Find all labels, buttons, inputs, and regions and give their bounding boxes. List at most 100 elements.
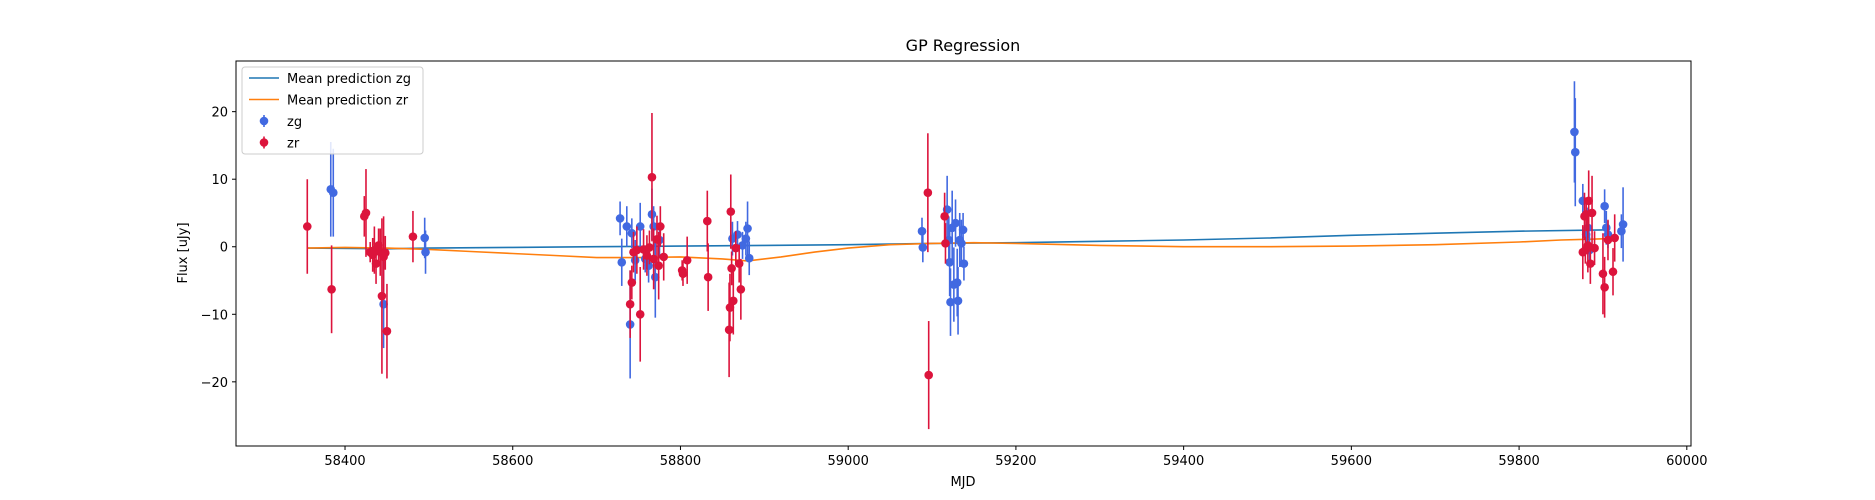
zr-marker bbox=[382, 326, 392, 336]
y-axis-label: Flux [uJy] bbox=[176, 222, 191, 283]
zg-marker bbox=[622, 222, 632, 231]
legend-marker-zr bbox=[259, 138, 269, 147]
zg-marker bbox=[743, 224, 752, 233]
zg-marker bbox=[952, 278, 962, 287]
zg-marker bbox=[420, 233, 429, 243]
zg-point-7 bbox=[622, 206, 632, 247]
plot-frame bbox=[235, 60, 1692, 447]
zr-point-30 bbox=[678, 261, 688, 286]
zr-marker bbox=[726, 207, 736, 216]
zg-marker bbox=[421, 247, 430, 257]
zr-marker bbox=[1600, 282, 1609, 292]
x-tick-label-58600: 58600 bbox=[492, 454, 533, 469]
zg-point-4 bbox=[421, 230, 430, 274]
x-axis-label: MJD bbox=[950, 475, 975, 490]
zr-point-57 bbox=[1603, 219, 1613, 261]
zr-marker bbox=[724, 325, 734, 335]
zg-point-11 bbox=[635, 202, 645, 251]
zr-marker bbox=[627, 278, 637, 287]
zg-marker bbox=[627, 228, 637, 238]
zg-marker bbox=[615, 214, 625, 223]
zr-point-0 bbox=[302, 179, 312, 274]
chart-title: GP Regression bbox=[906, 36, 1021, 55]
zr-marker bbox=[380, 248, 390, 258]
x-tick-label-58800: 58800 bbox=[660, 454, 701, 469]
zr-marker bbox=[941, 239, 950, 248]
y-tick-label-10: 10 bbox=[211, 173, 228, 188]
zr-point-59 bbox=[1610, 214, 1619, 262]
zg-point-1 bbox=[328, 148, 338, 237]
zr-marker bbox=[625, 299, 635, 309]
zg-point-48 bbox=[1617, 214, 1626, 249]
zg-point-6 bbox=[617, 238, 627, 286]
legend: Mean prediction zg Mean prediction zr zg zr bbox=[241, 66, 424, 155]
zr-marker bbox=[1598, 269, 1608, 279]
legend-label-zr: zr bbox=[287, 137, 300, 152]
zr-marker bbox=[654, 261, 663, 270]
zr-point-43 bbox=[924, 321, 933, 430]
x-axis-ticks: 58400 58600 58800 59000 59200 59400 59600 59800… bbox=[324, 446, 1707, 469]
zr-point-1 bbox=[327, 245, 336, 334]
zr-point-28 bbox=[659, 233, 668, 281]
zr-point-34 bbox=[724, 282, 734, 378]
zr-marker bbox=[736, 284, 746, 294]
zg-point-33 bbox=[952, 248, 962, 317]
zg-marker bbox=[630, 255, 640, 265]
zg-marker bbox=[738, 241, 747, 250]
zg-marker bbox=[328, 188, 338, 198]
zr-marker bbox=[1603, 235, 1613, 245]
zg-marker bbox=[1600, 201, 1609, 211]
zg-marker bbox=[917, 226, 927, 236]
zg-marker bbox=[951, 218, 960, 228]
zr-point-39 bbox=[731, 231, 741, 265]
zr-point-42 bbox=[923, 133, 933, 253]
mean-prediction-zr-line bbox=[307, 237, 1612, 262]
zr-marker bbox=[731, 243, 741, 253]
y-tick-label-0: 0 bbox=[220, 241, 228, 256]
zr-marker bbox=[1608, 267, 1618, 277]
zr-point-13 bbox=[382, 283, 392, 379]
zg-marker bbox=[953, 296, 963, 306]
x-tick-label-59600: 59600 bbox=[1331, 454, 1372, 469]
zg-marker bbox=[918, 243, 928, 252]
zg-point-37 bbox=[958, 212, 968, 247]
zg-point-29 bbox=[946, 268, 955, 336]
zr-marker bbox=[728, 296, 738, 306]
zg-point-25 bbox=[918, 232, 928, 263]
zg-marker bbox=[1570, 147, 1580, 157]
zr-point-35 bbox=[725, 273, 735, 342]
zg-point-22 bbox=[743, 201, 752, 256]
zr-marker bbox=[635, 309, 645, 319]
zg-point-39 bbox=[1570, 81, 1579, 183]
plot-content bbox=[302, 81, 1628, 430]
zr-point-3 bbox=[361, 169, 371, 257]
x-tick-label-58400: 58400 bbox=[324, 454, 365, 469]
zr-point-37 bbox=[727, 251, 736, 286]
zr-point-58 bbox=[1608, 248, 1618, 296]
zr-point-31 bbox=[682, 236, 692, 284]
zg-marker bbox=[733, 230, 742, 239]
zg-point-49 bbox=[1618, 187, 1628, 262]
legend-label-mean-prediction-zr: Mean prediction zr bbox=[287, 94, 409, 109]
zg-point-32 bbox=[951, 199, 960, 247]
zr-marker bbox=[632, 245, 642, 255]
zr-marker bbox=[1590, 243, 1599, 253]
zg-marker bbox=[617, 257, 627, 267]
zr-point-54 bbox=[1590, 231, 1599, 265]
zr-marker bbox=[656, 222, 665, 231]
zr-point-41 bbox=[736, 258, 746, 320]
zr-point-23 bbox=[647, 113, 657, 242]
legend-marker-zg bbox=[259, 116, 269, 126]
zg-point-5 bbox=[615, 201, 625, 236]
legend-label-mean-prediction-zg: Mean prediction zg bbox=[287, 72, 411, 87]
zr-point-44 bbox=[940, 192, 949, 240]
zg-marker bbox=[1618, 220, 1628, 229]
y-axis-ticks: −20 −10 0 10 20 bbox=[201, 106, 236, 391]
y-tick-label-20: 20 bbox=[211, 106, 228, 121]
zr-point-53 bbox=[1587, 175, 1597, 251]
zg-marker bbox=[744, 253, 754, 263]
legend-label-zg: zg bbox=[287, 115, 302, 130]
zr-point-16 bbox=[627, 265, 637, 300]
zr-marker bbox=[678, 269, 688, 279]
